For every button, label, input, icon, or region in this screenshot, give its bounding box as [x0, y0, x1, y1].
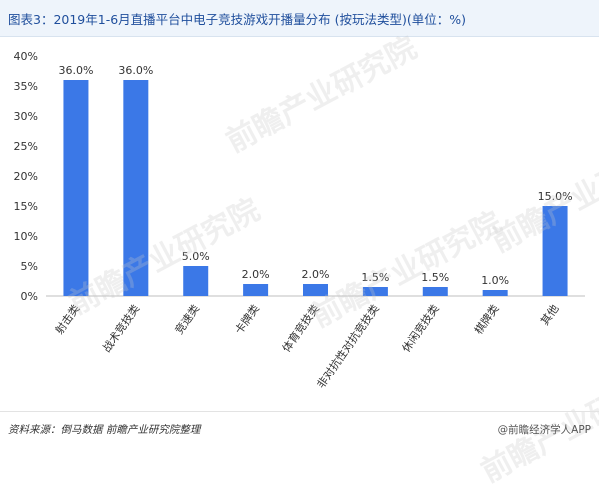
bar: [542, 206, 568, 296]
brand-label: @前瞻经济学人APP: [497, 424, 591, 436]
bar: [183, 266, 209, 296]
x-tick-label: 卡牌类: [232, 302, 262, 337]
y-tick-label: 10%: [14, 230, 38, 243]
data-label: 36.0%: [58, 64, 93, 77]
data-label: 2.0%: [242, 268, 270, 281]
footer: 资料来源：倒马数据 前瞻产业研究院整理 @前瞻经济学人APP: [0, 411, 599, 448]
bar: [482, 290, 508, 296]
bar: [123, 80, 149, 296]
x-tick-label: 其他: [538, 302, 561, 327]
bar: [422, 287, 448, 296]
source-note: 资料来源：倒马数据 前瞻产业研究院整理: [8, 424, 201, 436]
y-tick-label: 40%: [14, 50, 38, 63]
y-tick-label: 5%: [21, 260, 38, 273]
data-label: 5.0%: [182, 250, 210, 263]
data-label: 15.0%: [538, 190, 573, 203]
y-tick-label: 0%: [21, 290, 38, 303]
y-tick-label: 15%: [14, 200, 38, 213]
data-label: 2.0%: [302, 268, 330, 281]
bar: [243, 284, 269, 296]
data-label: 1.0%: [481, 274, 509, 287]
x-tick-label: 棋牌类: [471, 302, 501, 337]
x-tick-label: 非对抗性对抗竞技类: [314, 302, 382, 391]
data-label: 1.5%: [421, 271, 449, 284]
chart-title: 图表3：2019年1-6月直播平台中电子竞技游戏开播量分布 (按玩法类型)(单位…: [8, 12, 467, 27]
bar: [362, 287, 388, 296]
x-tick-label: 战术竞技类: [99, 302, 142, 355]
bar: [303, 284, 328, 296]
title-bar: 图表3：2019年1-6月直播平台中电子竞技游戏开播量分布 (按玩法类型)(单位…: [0, 0, 599, 37]
bar: [63, 80, 89, 296]
y-tick-label: 30%: [14, 110, 38, 123]
y-tick-label: 25%: [14, 140, 38, 153]
data-label: 1.5%: [361, 271, 389, 284]
data-label: 36.0%: [118, 64, 153, 77]
x-tick-label: 休闲竞技类: [399, 302, 442, 355]
y-tick-label: 35%: [14, 80, 38, 93]
x-tick-label: 竞速类: [172, 302, 202, 337]
x-tick-label: 体育竞技类: [279, 302, 322, 355]
y-tick-label: 20%: [14, 170, 38, 183]
bar-chart: 0% 5% 10% 15% 20% 25% 30% 35% 40% 36.0% 射击类 36.0% 战术…: [14, 50, 585, 391]
x-tick-label: 射击类: [52, 302, 82, 337]
